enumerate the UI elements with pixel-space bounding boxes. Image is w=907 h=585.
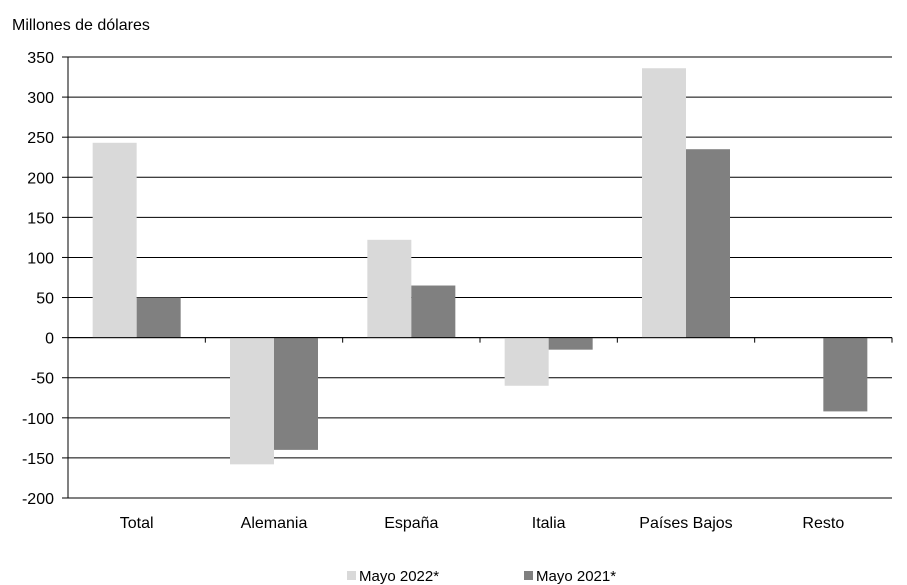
y-tick-label: -150 xyxy=(22,451,54,468)
y-tick-labels: 350 300 250 200 150 100 50 0 -50 -100 -150 -200 xyxy=(22,50,54,508)
bar xyxy=(686,149,730,338)
bar xyxy=(411,285,456,338)
legend-label: Mayo 2022* xyxy=(359,568,439,585)
y-tick-label: -50 xyxy=(31,371,54,388)
legend-label: Mayo 2021* xyxy=(536,568,616,585)
bar xyxy=(230,337,274,465)
y-tick-label: 350 xyxy=(27,50,54,67)
x-tick-label: Países Bajos xyxy=(639,515,732,532)
y-tick-label: 200 xyxy=(27,170,54,187)
bar xyxy=(548,337,593,350)
y-tick-label: 50 xyxy=(36,291,54,308)
bar xyxy=(642,68,686,338)
y-tick-label: 250 xyxy=(27,130,54,147)
bar xyxy=(274,337,318,450)
y-tick-label: 300 xyxy=(27,90,54,107)
y-tick-label: 0 xyxy=(45,331,54,348)
gridlines xyxy=(62,56,892,499)
y-tick-label: 150 xyxy=(27,210,54,227)
bar xyxy=(504,337,549,386)
bar xyxy=(823,337,868,412)
bar xyxy=(367,239,412,338)
x-tick-label: Italia xyxy=(532,515,566,532)
bar xyxy=(92,142,137,338)
y-tick-label: -100 xyxy=(22,411,54,428)
legend: Mayo 2022* Mayo 2021* xyxy=(347,568,616,585)
bars xyxy=(92,68,868,465)
y-tick-label: 100 xyxy=(27,250,54,267)
x-tick-label: Total xyxy=(120,515,154,532)
legend-swatch xyxy=(347,571,356,580)
legend-swatch xyxy=(524,571,533,580)
axes xyxy=(67,57,893,498)
bar xyxy=(136,297,181,338)
y-tick-label: -200 xyxy=(22,491,54,508)
x-tick-labels: Total Alemania España Italia Países Bajos Res… xyxy=(120,515,845,532)
y-axis-label: Millones de dólares xyxy=(12,17,150,34)
x-tick-label: España xyxy=(384,515,438,532)
x-tick-label: Alemania xyxy=(241,515,308,532)
x-tick-label: Resto xyxy=(802,515,844,532)
